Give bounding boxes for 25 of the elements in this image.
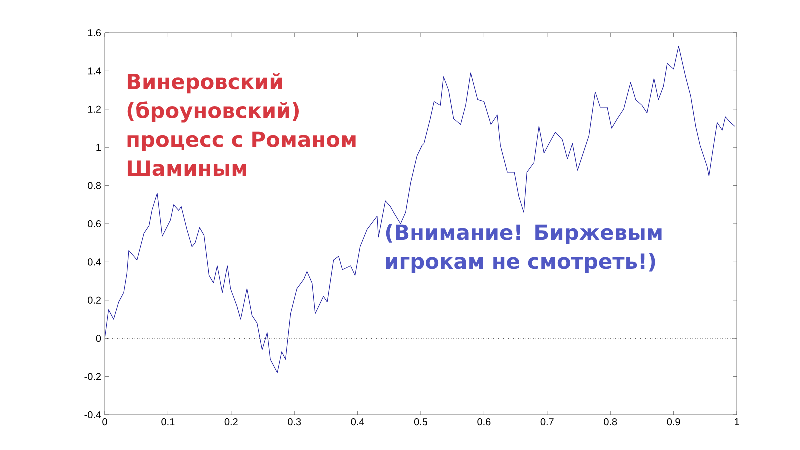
y-tick-label: 0.6: [88, 220, 102, 228]
y-tick-label: 0: [96, 335, 102, 342]
y-tick-label: 1.2: [88, 106, 101, 113]
annotation: (Внимание! Биржевым игрокам не смотреть!): [386, 224, 662, 274]
y-tick-label: -0.2: [84, 373, 101, 380]
y-tick-label: 0.2: [88, 296, 101, 304]
y-tick-label: -0.4: [84, 411, 102, 419]
x-tick-label: 0.6: [478, 418, 491, 426]
x-tick-label: 0.1: [162, 418, 175, 426]
y-tick-label: 0.8: [88, 182, 102, 190]
x-tick-label: 0.8: [604, 418, 618, 426]
x-tick-label: 0: [102, 418, 108, 426]
x-tick-label: 0.9: [667, 418, 680, 426]
y-tick-label: 0.4: [88, 258, 102, 266]
x-tick-label: 0.4: [351, 418, 364, 426]
x-tick-label: 0.2: [224, 418, 238, 426]
y-tick-label: 1.6: [88, 29, 102, 37]
x-tick-label: 0.5: [414, 418, 428, 426]
line-series: [105, 46, 736, 374]
annotation: Винеровский (броуновский) процесс с Романом Шаминым: [128, 73, 356, 176]
x-tick-label: 1: [735, 418, 740, 426]
y-tick-label: 1: [96, 144, 102, 152]
x-tick-label: 0.7: [540, 418, 554, 426]
x-tick-label: 0.3: [288, 418, 302, 426]
y-tick-label: 1.4: [88, 68, 102, 75]
